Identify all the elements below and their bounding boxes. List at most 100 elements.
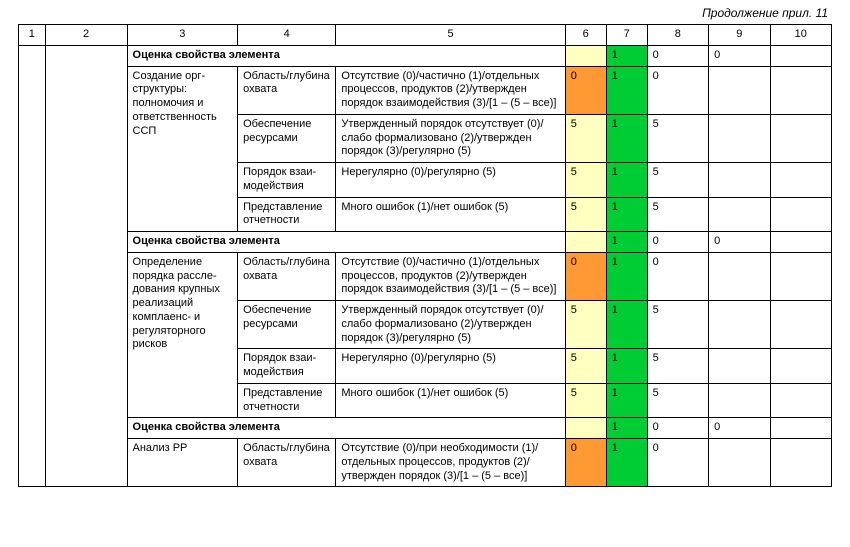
value-col8: 5 (647, 197, 708, 232)
value-col7: 1 (606, 252, 647, 300)
value-col8: 5 (647, 349, 708, 384)
value-col9 (709, 383, 770, 418)
criterion-name: Представление отчетности (238, 197, 336, 232)
value-col10 (770, 45, 832, 66)
value-col7: 1 (606, 197, 647, 232)
value-col6: 0 (565, 252, 606, 300)
value-col7: 1 (606, 45, 647, 66)
value-col10 (770, 197, 832, 232)
criterion-scale: Отсутствие (0)/частично (1)/отдель­ных п… (336, 66, 565, 114)
col-header-4: 4 (238, 25, 336, 46)
col-header-9: 9 (709, 25, 770, 46)
value-col6 (565, 45, 606, 66)
criterion-name: Порядок взаи­модействия (238, 163, 336, 198)
criterion-name: Обеспечение ресурсами (238, 114, 336, 162)
col-header-2: 2 (45, 25, 127, 46)
value-col7: 1 (606, 439, 647, 487)
value-col10 (770, 252, 832, 300)
value-col7: 1 (606, 301, 647, 349)
continuation-label: Продолжение прил. 11 (18, 6, 828, 20)
value-col9 (709, 163, 770, 198)
value-col9 (709, 252, 770, 300)
criterion-scale: Много ошибок (1)/нет ошибок (5) (336, 197, 565, 232)
section-header: Оценка свойства элемента (127, 45, 565, 66)
table-row: Оценка свойства элемента100 (19, 418, 832, 439)
section-header: Оценка свойства элемента (127, 418, 565, 439)
value-col9 (709, 66, 770, 114)
criterion-scale: Отсутствие (0)/при необходимости (1)/отд… (336, 439, 565, 487)
value-col9 (709, 349, 770, 384)
col2-empty (45, 45, 127, 487)
value-col8: 0 (647, 252, 708, 300)
table-row: Анализ РРОбласть/глуби­на охватаОтсутств… (19, 439, 832, 487)
element-name: Анализ РР (127, 439, 238, 487)
table-row: Определение порядка рассле­дования круп­… (19, 252, 832, 300)
value-col10 (770, 232, 832, 253)
section-header: Оценка свойства элемента (127, 232, 565, 253)
value-col7: 1 (606, 418, 647, 439)
criterion-scale: Утвержденный порядок отсутствует (0)/сла… (336, 114, 565, 162)
value-col8: 0 (647, 66, 708, 114)
element-name: Создание орг­структуры: полномочия и отв… (127, 66, 238, 232)
element-name: Определение порядка рассле­дования круп­… (127, 252, 238, 418)
criterion-name: Область/глуби­на охвата (238, 66, 336, 114)
col-header-1: 1 (19, 25, 46, 46)
value-col10 (770, 66, 832, 114)
criterion-name: Обеспечение ресурсами (238, 301, 336, 349)
value-col10 (770, 163, 832, 198)
value-col9: 0 (709, 232, 770, 253)
value-col9: 0 (709, 418, 770, 439)
col-header-3: 3 (127, 25, 238, 46)
value-col9 (709, 301, 770, 349)
value-col8: 5 (647, 114, 708, 162)
table-row: Оценка свойства элемента100 (19, 45, 832, 66)
criterion-name: Порядок взаи­модействия (238, 349, 336, 384)
value-col10 (770, 418, 832, 439)
value-col8: 5 (647, 383, 708, 418)
col-header-10: 10 (770, 25, 832, 46)
value-col7: 1 (606, 383, 647, 418)
value-col10 (770, 349, 832, 384)
value-col6: 5 (565, 163, 606, 198)
col1-empty (19, 45, 46, 487)
value-col8: 5 (647, 163, 708, 198)
value-col10 (770, 301, 832, 349)
appendix-table: 1 2 3 4 5 6 7 8 9 10 Оценка свойства эле… (18, 24, 832, 487)
value-col10 (770, 114, 832, 162)
value-col8: 5 (647, 301, 708, 349)
col-header-5: 5 (336, 25, 565, 46)
value-col8: 0 (647, 45, 708, 66)
value-col10 (770, 439, 832, 487)
value-col9 (709, 114, 770, 162)
value-col6: 0 (565, 66, 606, 114)
col-header-7: 7 (606, 25, 647, 46)
value-col10 (770, 383, 832, 418)
criterion-name: Область/глуби­на охвата (238, 439, 336, 487)
value-col9 (709, 439, 770, 487)
table-header-row: 1 2 3 4 5 6 7 8 9 10 (19, 25, 832, 46)
criterion-scale: Отсутствие (0)/частично (1)/отдель­ных п… (336, 252, 565, 300)
value-col8: 0 (647, 418, 708, 439)
value-col8: 0 (647, 232, 708, 253)
criterion-scale: Нерегулярно (0)/регулярно (5) (336, 349, 565, 384)
value-col7: 1 (606, 114, 647, 162)
criterion-scale: Много ошибок (1)/нет ошибок (5) (336, 383, 565, 418)
criterion-name: Представление отчетности (238, 383, 336, 418)
value-col6: 0 (565, 439, 606, 487)
criterion-scale: Нерегулярно (0)/регулярно (5) (336, 163, 565, 198)
table-row: Создание орг­структуры: полномочия и отв… (19, 66, 832, 114)
value-col6 (565, 418, 606, 439)
col-header-8: 8 (647, 25, 708, 46)
value-col7: 1 (606, 349, 647, 384)
value-col6: 5 (565, 383, 606, 418)
value-col6 (565, 232, 606, 253)
value-col6: 5 (565, 114, 606, 162)
table-body: Оценка свойства элемента100Создание орг­… (19, 45, 832, 487)
value-col7: 1 (606, 163, 647, 198)
table-row: Оценка свойства элемента100 (19, 232, 832, 253)
value-col8: 0 (647, 439, 708, 487)
value-col9: 0 (709, 45, 770, 66)
col-header-6: 6 (565, 25, 606, 46)
value-col6: 5 (565, 349, 606, 384)
value-col7: 1 (606, 232, 647, 253)
